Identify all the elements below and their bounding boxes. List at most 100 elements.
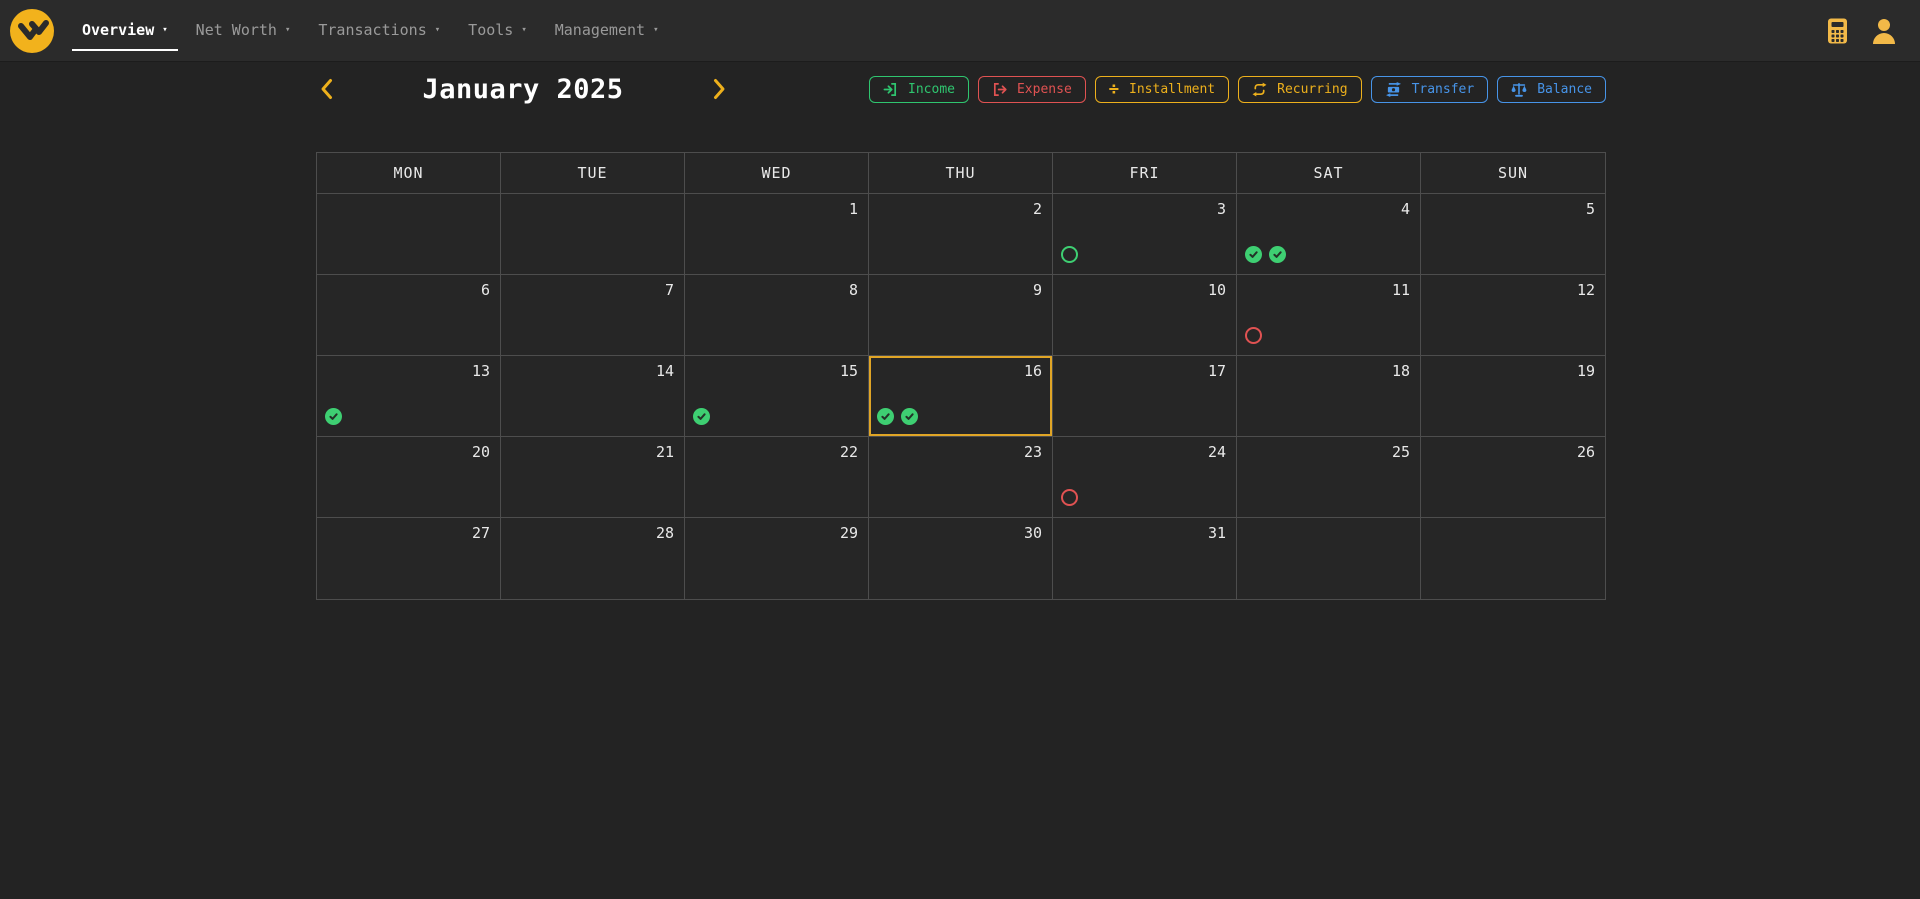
- day-cell[interactable]: 10: [1053, 275, 1237, 356]
- day-number: 3: [1216, 200, 1226, 218]
- day-number: 30: [1023, 524, 1042, 542]
- expense-filter-button[interactable]: Expense: [977, 75, 1086, 103]
- day-cell[interactable]: 31: [1053, 518, 1237, 599]
- day-number: 16: [1023, 362, 1042, 380]
- day-cell[interactable]: 27: [317, 518, 501, 599]
- day-number: 17: [1207, 362, 1226, 380]
- pending-income-ring-icon[interactable]: [1061, 246, 1078, 263]
- month-title: January 2025: [422, 73, 624, 105]
- day-cell[interactable]: 23: [869, 437, 1053, 518]
- day-number: 23: [1023, 443, 1042, 461]
- nav-label: Tools: [468, 20, 514, 39]
- day-cell[interactable]: 18: [1237, 356, 1421, 437]
- day-cell[interactable]: [317, 194, 501, 275]
- transaction-markers: [877, 408, 918, 425]
- next-month-button[interactable]: [709, 76, 730, 102]
- day-cell[interactable]: 8: [685, 275, 869, 356]
- balance-filter-button[interactable]: Balance: [1497, 75, 1606, 103]
- transfer-filter-button[interactable]: Transfer: [1370, 75, 1489, 103]
- day-cell-today[interactable]: 16: [869, 356, 1053, 437]
- day-cell[interactable]: 2: [869, 194, 1053, 275]
- day-cell[interactable]: [1237, 518, 1421, 599]
- day-cell[interactable]: 29: [685, 518, 869, 599]
- calendar-weeks: 1 2 3 4 5 6 7 8 9 10 11 12 13 14 15 16 17 18 19 20 21 22 23 24 2…: [317, 194, 1605, 599]
- paid-check-icon[interactable]: [1269, 246, 1286, 263]
- day-number: 18: [1391, 362, 1410, 380]
- day-cell[interactable]: 7: [501, 275, 685, 356]
- weekday-header: THU: [869, 153, 1053, 194]
- day-cell[interactable]: 13: [317, 356, 501, 437]
- nav-label: Transactions: [318, 20, 427, 39]
- day-number: 14: [655, 362, 674, 380]
- day-cell[interactable]: 6: [317, 275, 501, 356]
- income-filter-button[interactable]: Income: [869, 75, 969, 103]
- legend-label: Income: [908, 81, 955, 97]
- paid-check-icon[interactable]: [1245, 246, 1262, 263]
- prev-month-button[interactable]: [316, 76, 337, 102]
- chevron-right-icon: [713, 79, 725, 99]
- day-cell[interactable]: 28: [501, 518, 685, 599]
- day-cell[interactable]: 30: [869, 518, 1053, 599]
- nav-item-overview[interactable]: Overview ▾: [72, 11, 178, 51]
- legend-label: Transfer: [1411, 81, 1475, 97]
- nav-item-management[interactable]: Management ▾: [545, 11, 669, 51]
- day-number: 25: [1391, 443, 1410, 461]
- paid-check-icon[interactable]: [693, 408, 710, 425]
- day-cell[interactable]: 21: [501, 437, 685, 518]
- paid-check-icon[interactable]: [325, 408, 342, 425]
- pending-expense-ring-icon[interactable]: [1245, 327, 1262, 344]
- day-number: 12: [1576, 281, 1595, 299]
- weekday-header: WED: [685, 153, 869, 194]
- calendar-week-row: 27 28 29 30 31: [317, 518, 1605, 599]
- calendar-week-row: 13 14 15 16 17 18 19: [317, 356, 1605, 437]
- day-number: 4: [1400, 200, 1410, 218]
- user-icon[interactable]: [1872, 18, 1896, 44]
- logo-icon: [10, 8, 54, 53]
- day-cell[interactable]: 5: [1421, 194, 1605, 275]
- app-logo[interactable]: [10, 8, 54, 53]
- transaction-markers: [325, 408, 342, 425]
- day-cell[interactable]: 4: [1237, 194, 1421, 275]
- weekday-header: MON: [317, 153, 501, 194]
- day-cell[interactable]: [501, 194, 685, 275]
- day-number: 8: [848, 281, 858, 299]
- day-cell[interactable]: 22: [685, 437, 869, 518]
- day-cell[interactable]: 3: [1053, 194, 1237, 275]
- day-cell[interactable]: 17: [1053, 356, 1237, 437]
- nav-item-tools[interactable]: Tools ▾: [458, 11, 537, 51]
- day-cell[interactable]: [1421, 518, 1605, 599]
- transaction-markers: [1245, 327, 1262, 344]
- transaction-markers: [1245, 246, 1286, 263]
- installment-filter-button[interactable]: ÷ Installment: [1094, 75, 1230, 103]
- nav-label: Overview: [82, 20, 155, 39]
- nav-item-transactions[interactable]: Transactions ▾: [308, 11, 450, 51]
- day-number: 21: [655, 443, 674, 461]
- day-cell[interactable]: 1: [685, 194, 869, 275]
- day-cell[interactable]: 25: [1237, 437, 1421, 518]
- day-cell[interactable]: 24: [1053, 437, 1237, 518]
- day-number: 22: [839, 443, 858, 461]
- day-number: 9: [1032, 281, 1042, 299]
- pending-expense-ring-icon[interactable]: [1061, 489, 1078, 506]
- month-navigation: January 2025: [316, 74, 730, 105]
- nav-item-net-worth[interactable]: Net Worth ▾: [186, 11, 301, 51]
- day-number: 6: [480, 281, 490, 299]
- day-cell[interactable]: 9: [869, 275, 1053, 356]
- weekday-header: SAT: [1237, 153, 1421, 194]
- day-cell[interactable]: 26: [1421, 437, 1605, 518]
- calculator-icon[interactable]: [1827, 18, 1848, 44]
- day-cell[interactable]: 15: [685, 356, 869, 437]
- paid-check-icon[interactable]: [901, 408, 918, 425]
- legend-label: Expense: [1016, 81, 1072, 97]
- day-cell[interactable]: 19: [1421, 356, 1605, 437]
- topbar: Overview ▾ Net Worth ▾ Transactions ▾ To…: [0, 0, 1920, 62]
- transaction-markers: [693, 408, 710, 425]
- recurring-filter-button[interactable]: Recurring: [1238, 75, 1362, 103]
- paid-check-icon[interactable]: [877, 408, 894, 425]
- day-cell[interactable]: 11: [1237, 275, 1421, 356]
- day-cell[interactable]: 12: [1421, 275, 1605, 356]
- chevron-down-icon: ▾: [434, 25, 441, 35]
- day-cell[interactable]: 20: [317, 437, 501, 518]
- day-number: 28: [655, 524, 674, 542]
- day-cell[interactable]: 14: [501, 356, 685, 437]
